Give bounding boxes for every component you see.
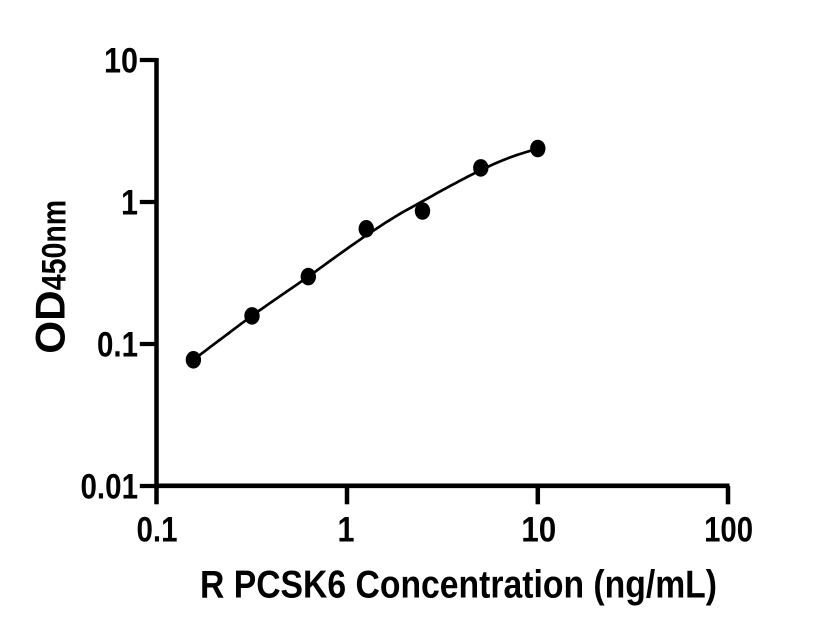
svg-text:100: 100 <box>704 510 753 549</box>
svg-text:10: 10 <box>521 510 556 549</box>
svg-text:1: 1 <box>338 510 355 549</box>
svg-text:0.1: 0.1 <box>137 510 178 549</box>
svg-text:R PCSK6 Concentration (ng/mL): R PCSK6 Concentration (ng/mL) <box>200 564 717 607</box>
svg-text:1: 1 <box>121 184 138 223</box>
svg-text:0.1: 0.1 <box>97 326 138 365</box>
svg-text:0.01: 0.01 <box>81 468 139 507</box>
svg-text:OD450nm: OD450nm <box>26 200 73 354</box>
svg-text:10: 10 <box>104 42 138 81</box>
